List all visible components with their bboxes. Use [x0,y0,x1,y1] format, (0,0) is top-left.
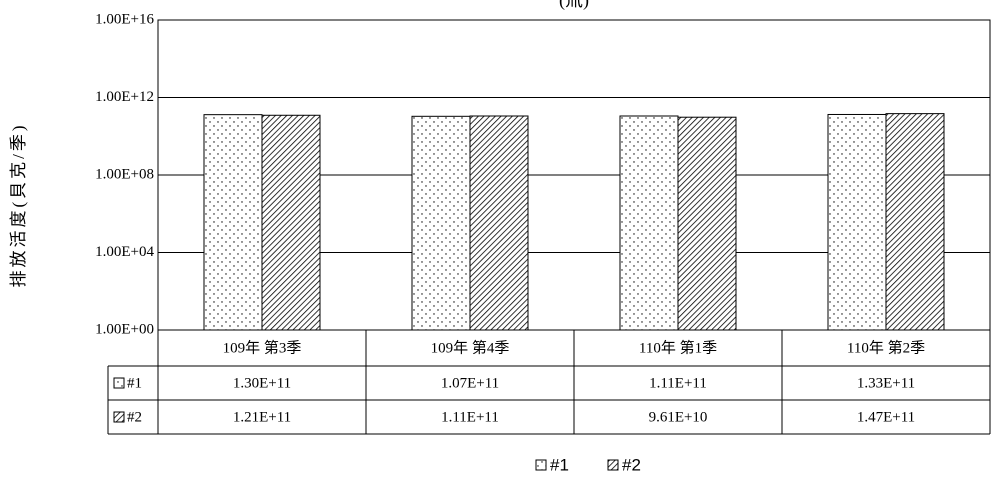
data-table-value: 1.11E+11 [649,375,707,391]
bar [469,115,529,331]
data-table-value: 1.11E+11 [441,409,499,425]
x-tick-label: 110年 第2季 [847,338,925,356]
bar [619,115,679,331]
data-table-value: 1.33E+11 [857,375,915,391]
y-tick-label: 1.00E+16 [95,11,154,27]
table-legend-label: #2 [127,409,142,425]
bar [411,115,471,331]
legend-label: #2 [622,455,641,474]
bar [203,114,263,331]
table-legend-key [113,411,125,423]
y-axis-label: 排放活度(貝克/季) [9,122,28,287]
y-tick-label: 1.00E+00 [95,321,154,337]
data-table-value: 1.30E+11 [233,375,291,391]
legend-label: #1 [550,455,569,474]
x-tick-label: 109年 第3季 [223,338,302,356]
y-tick-label: 1.00E+04 [95,244,154,260]
data-table-value: 1.47E+11 [857,409,915,425]
table-legend-key [113,377,125,389]
y-tick-label: 1.00E+12 [95,89,154,105]
bar [677,116,737,331]
data-table-value: 1.21E+11 [233,409,291,425]
legend-key [607,459,619,471]
x-tick-label: 110年 第1季 [639,338,717,356]
data-table-value: 1.07E+11 [441,375,499,391]
table-legend-label: #1 [127,375,142,391]
bar [827,113,887,331]
x-tick-label: 109年 第4季 [431,338,510,356]
legend-key [535,459,547,471]
data-table-value: 9.61E+10 [649,409,708,425]
chart-title: (氚) [559,0,589,11]
bar [261,114,321,331]
y-tick-label: 1.00E+08 [95,166,154,182]
bar [885,113,945,331]
